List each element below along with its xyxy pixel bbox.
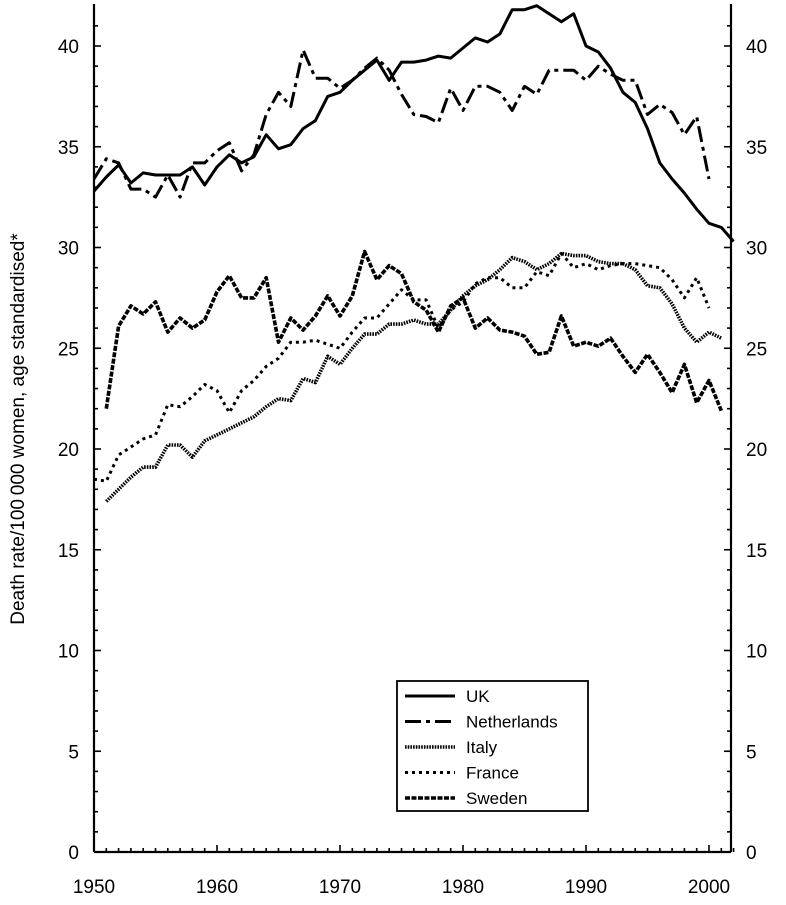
series-line-france xyxy=(93,252,711,483)
y-tick-label-left: 25 xyxy=(58,339,79,360)
legend-item-italy: Italy xyxy=(405,738,498,757)
x-tick-label: 1970 xyxy=(319,877,361,898)
legend-label: Italy xyxy=(466,738,498,757)
y-tick-label-right: 5 xyxy=(746,742,757,763)
legend-items: UK Netherlands Italy France Sweden xyxy=(405,687,558,808)
y-tick-label-right: 15 xyxy=(746,541,767,562)
x-tick-label: 1990 xyxy=(565,877,607,898)
y-tick-label-right: 0 xyxy=(746,843,757,864)
y-tick-label-right: 30 xyxy=(746,239,767,260)
y-tick-label-right: 35 xyxy=(746,138,767,159)
x-tick-label: 1960 xyxy=(196,877,238,898)
x-tick-label: 2000 xyxy=(688,877,730,898)
legend-item-sweden: Sweden xyxy=(405,789,527,808)
y-tick-label-left: 35 xyxy=(58,138,79,159)
right-y-axis: 0 5 10 15 20 25 30 35 40 xyxy=(724,25,767,864)
y-tick-label-right: 40 xyxy=(746,37,767,58)
y-tick-label-left: 5 xyxy=(68,742,79,763)
y-tick-label-left: 0 xyxy=(68,843,79,864)
legend-label: Sweden xyxy=(466,789,527,808)
series-layer xyxy=(92,4,735,503)
y-tick-label-left: 40 xyxy=(58,37,79,58)
y-tick-label-right: 25 xyxy=(746,339,767,360)
y-tick-label-left: 30 xyxy=(58,239,79,260)
y-tick-label-right: 20 xyxy=(746,440,767,461)
x-tick-label: 1980 xyxy=(442,877,484,898)
legend-item-uk: UK xyxy=(405,687,490,706)
left-y-axis: 0 5 10 15 20 25 30 35 40 xyxy=(58,25,101,864)
legend-label: France xyxy=(466,764,519,783)
x-tick-label: 1950 xyxy=(73,877,115,898)
y-axis-title: Death rate/100 000 women, age standardis… xyxy=(8,233,29,625)
series-line-italy xyxy=(105,251,723,503)
y-tick-label-left: 20 xyxy=(58,440,79,461)
y-tick-label-left: 15 xyxy=(58,541,79,562)
legend-box xyxy=(396,680,589,812)
legend-label: Netherlands xyxy=(466,713,558,732)
legend-item-france: France xyxy=(405,764,519,783)
x-axis: 1950 1960 1970 1980 1990 2000 xyxy=(73,845,735,898)
series-line-uk xyxy=(92,4,735,243)
y-tick-label-right: 10 xyxy=(746,642,767,663)
series-line-netherlands xyxy=(92,48,711,199)
legend: UK Netherlands Italy France Sweden xyxy=(396,680,589,812)
legend-label: UK xyxy=(466,687,490,706)
legend-item-netherlands: Netherlands xyxy=(405,713,558,732)
y-tick-label-left: 10 xyxy=(58,642,79,663)
series-line-sweden xyxy=(104,249,723,412)
